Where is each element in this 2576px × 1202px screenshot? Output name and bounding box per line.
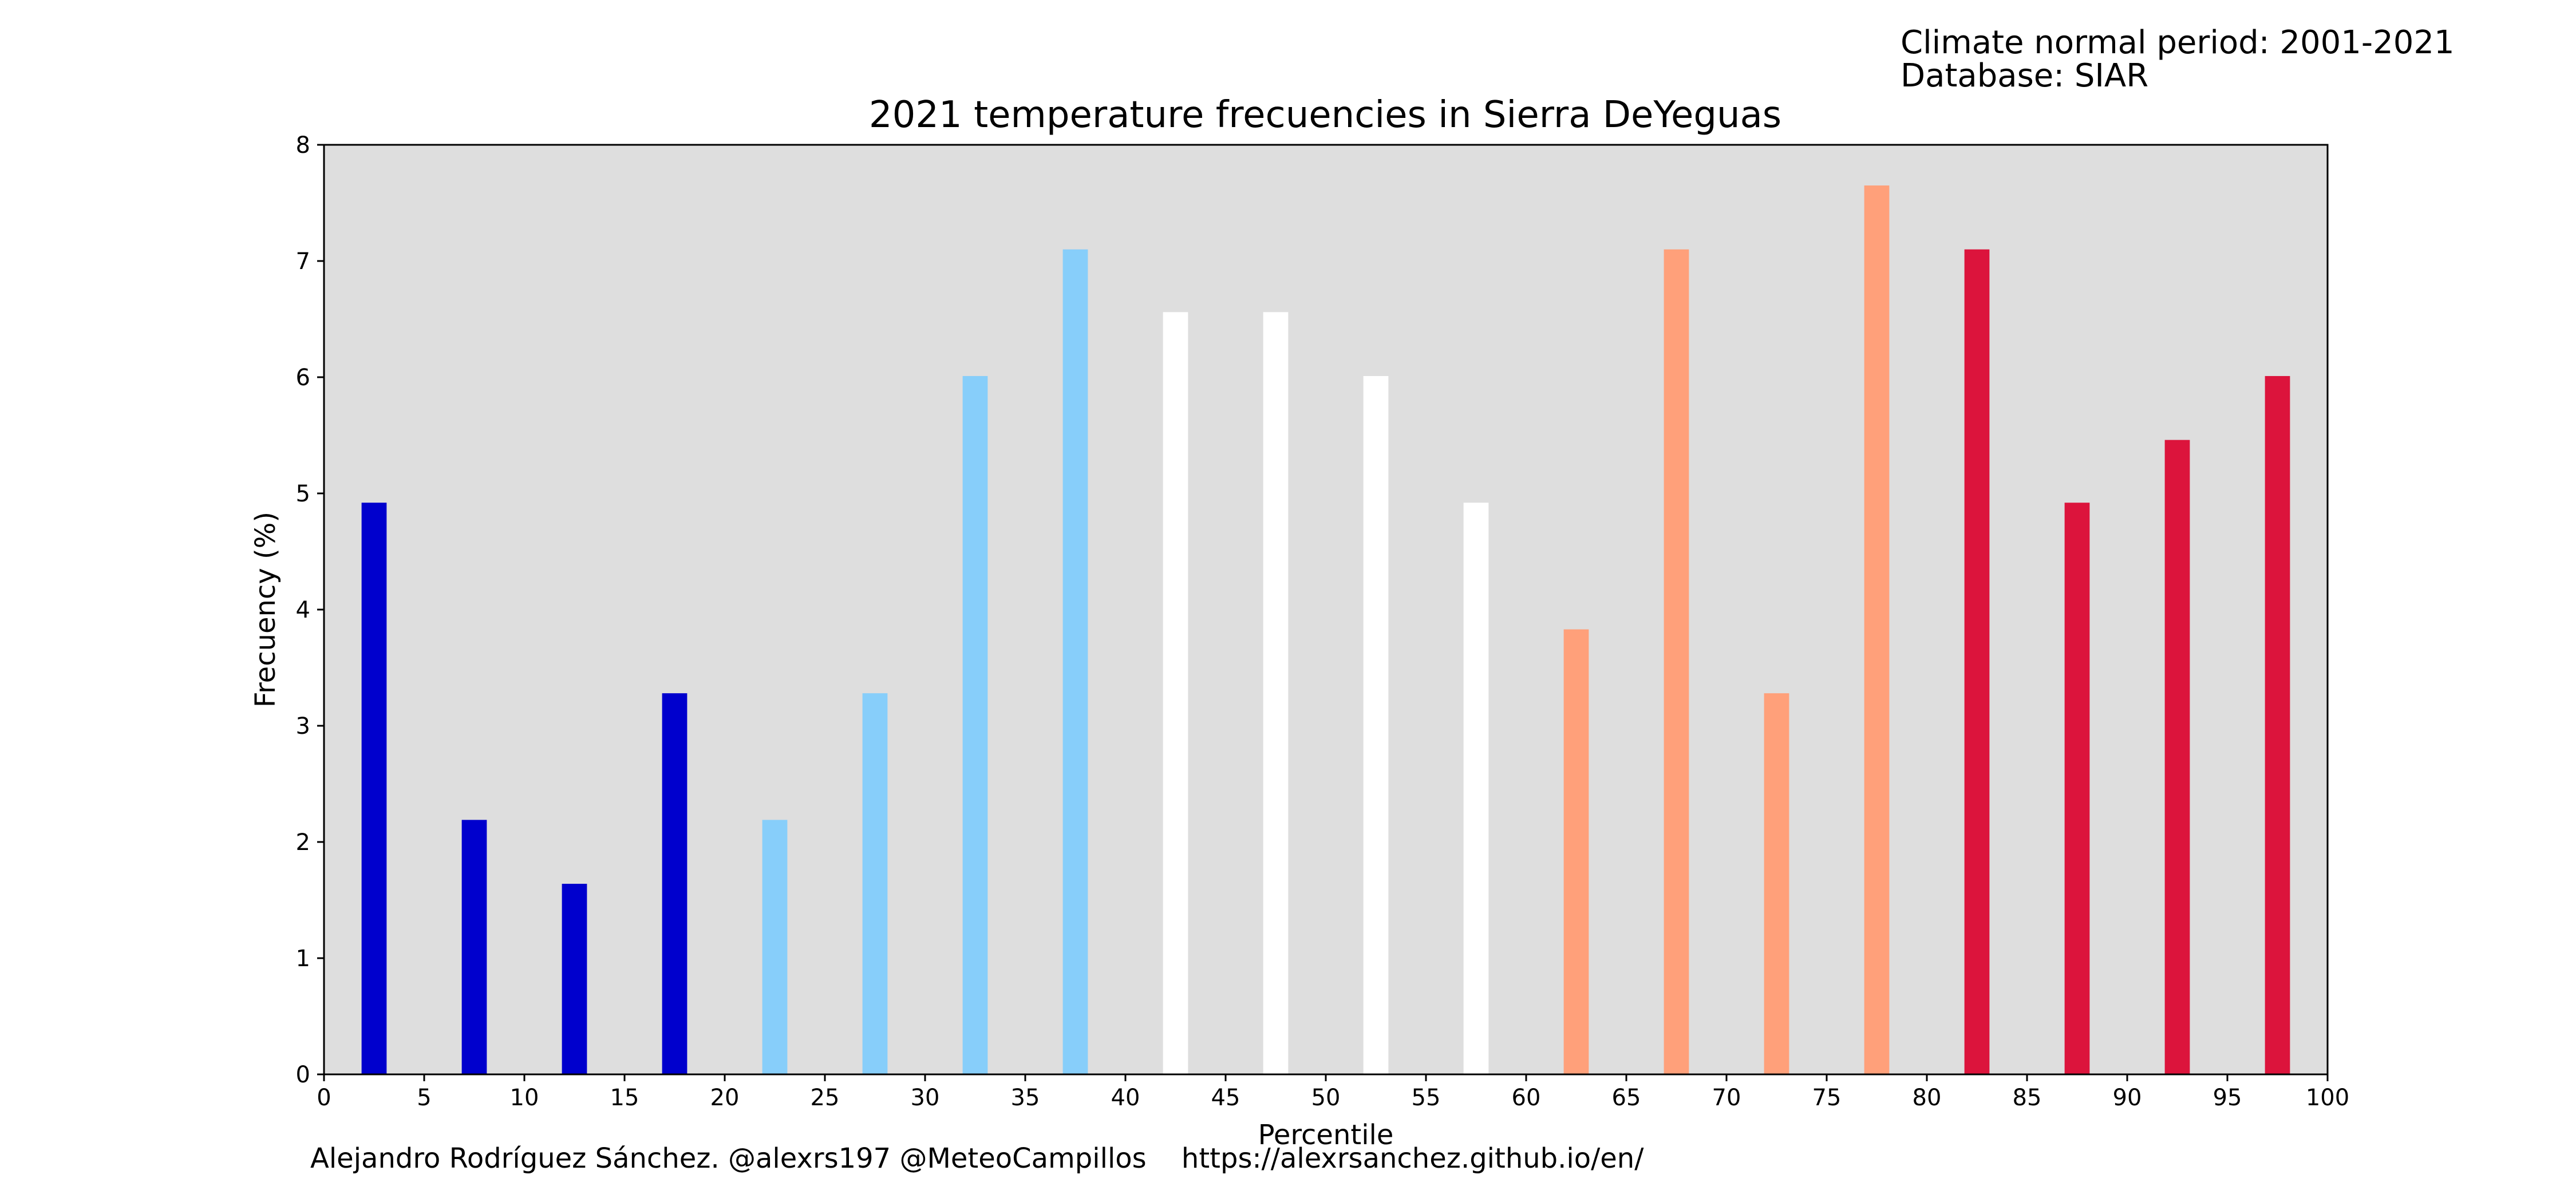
x-tick-label-15: 15 (610, 1085, 639, 1111)
bar-2 (562, 884, 587, 1074)
bar-17 (2064, 503, 2090, 1074)
database-note: Database: SIAR (1901, 57, 2149, 94)
x-axis-label: Percentile (1258, 1119, 1394, 1151)
bar-4 (762, 820, 788, 1074)
y-tick-label-0: 0 (296, 1062, 310, 1088)
x-tick-label-75: 75 (1812, 1085, 1842, 1111)
bar-10 (1363, 375, 1389, 1074)
plot-area (324, 145, 2328, 1074)
x-tick-label-40: 40 (1111, 1085, 1140, 1111)
y-tick-label-3: 3 (296, 713, 310, 740)
x-axis: 0 5 10 15 20 25 30 35 40 45 50 55 60 65 70 75 80 85 90 95 10… (317, 1074, 2349, 1111)
author-url: https://alexrsanchez.github.io/en/ (1181, 1142, 1644, 1175)
x-tick-label-65: 65 (1612, 1085, 1641, 1111)
bar-19 (2265, 375, 2290, 1074)
bar-5 (862, 693, 888, 1074)
x-tick-label-10: 10 (510, 1085, 539, 1111)
bar-13 (1664, 249, 1689, 1075)
x-tick-label-90: 90 (2113, 1085, 2142, 1111)
bar-14 (1764, 693, 1789, 1074)
x-tick-label-25: 25 (811, 1085, 840, 1111)
x-tick-label-95: 95 (2213, 1085, 2242, 1111)
footer-credits: Alejandro Rodríguez Sánchez. @alexrs197 … (310, 1142, 1643, 1175)
y-tick-label-4: 4 (296, 597, 310, 623)
x-tick-label-70: 70 (1712, 1085, 1741, 1111)
bar-7 (1062, 249, 1088, 1075)
x-tick-label-55: 55 (1412, 1085, 1441, 1111)
bar-6 (962, 375, 988, 1074)
bar-15 (1864, 185, 1890, 1074)
bar-12 (1563, 629, 1589, 1074)
x-tick-label-60: 60 (1512, 1085, 1541, 1111)
bar-18 (2164, 440, 2190, 1074)
x-tick-label-100: 100 (2306, 1085, 2349, 1111)
bar-0 (361, 503, 387, 1074)
y-tick-label-2: 2 (296, 829, 310, 856)
y-tick-label-1: 1 (296, 946, 310, 972)
bar-8 (1163, 312, 1188, 1074)
bar-3 (662, 693, 688, 1074)
x-tick-label-50: 50 (1311, 1085, 1341, 1111)
x-tick-label-0: 0 (317, 1085, 331, 1111)
bars-group (361, 185, 2290, 1075)
bar-11 (1463, 503, 1489, 1074)
y-tick-label-7: 7 (296, 248, 310, 275)
y-tick-label-5: 5 (296, 481, 310, 507)
author-credit: Alejandro Rodríguez Sánchez. @alexrs197 … (310, 1142, 1147, 1175)
y-tick-label-6: 6 (296, 365, 310, 391)
bar-1 (461, 820, 487, 1074)
y-axis-label: Frecuency (%) (250, 512, 282, 707)
x-tick-label-5: 5 (417, 1085, 431, 1111)
y-axis: 0 1 2 3 4 5 6 7 8 (296, 132, 324, 1088)
x-tick-label-20: 20 (710, 1085, 740, 1111)
chart-title: 2021 temperature frecuencies in Sierra D… (869, 94, 1781, 136)
x-tick-label-35: 35 (1011, 1085, 1040, 1111)
x-tick-label-85: 85 (2013, 1085, 2042, 1111)
bar-16 (1964, 249, 1990, 1075)
y-tick-label-8: 8 (296, 132, 310, 159)
climate-period-note: Climate normal period: 2001-2021 (1901, 24, 2455, 61)
x-tick-label-45: 45 (1211, 1085, 1240, 1111)
x-tick-label-30: 30 (911, 1085, 940, 1111)
bar-9 (1263, 312, 1289, 1074)
x-tick-label-80: 80 (1913, 1085, 1942, 1111)
